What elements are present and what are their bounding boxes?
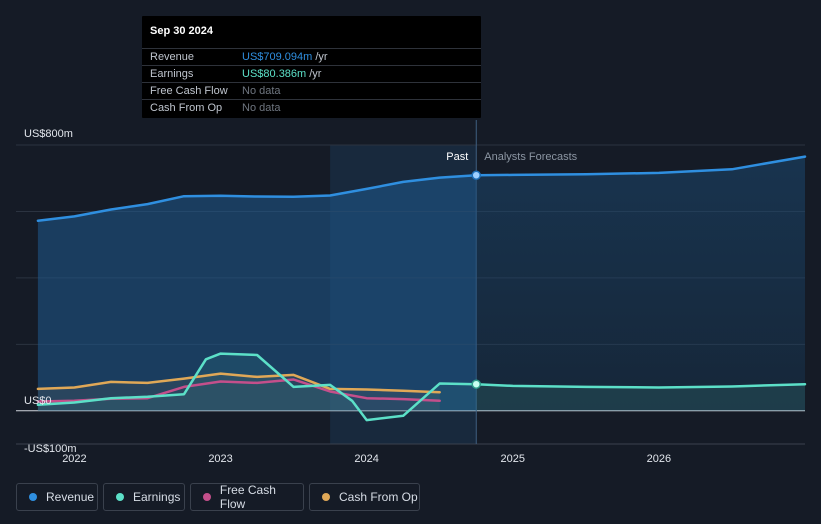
y-tick-label: US$0: [24, 395, 52, 407]
tooltip-date: Sep 30 2024: [150, 25, 213, 37]
x-tick-label: 2024: [354, 453, 378, 465]
forecast-label: Analysts Forecasts: [484, 151, 577, 163]
legend-dot-icon: [29, 493, 37, 501]
earnings-forecast-line: [475, 382, 807, 389]
y-tick-label: US$800m: [24, 128, 73, 140]
legend-dot-icon: [322, 493, 330, 501]
revenue-area: [37, 175, 477, 411]
revenue-forecast-area: [476, 156, 805, 411]
tooltip-row-revenue: Revenue US$709.094m/yr: [142, 48, 481, 66]
legend-dot-icon: [116, 493, 124, 501]
tooltip-label: Cash From Op: [150, 102, 223, 114]
legend-item-revenue[interactable]: Revenue: [16, 483, 98, 511]
tooltip: Sep 30 2024 Revenue US$709.094m/yr Earni…: [142, 16, 481, 118]
tooltip-value: US$80.386m: [242, 68, 307, 80]
tooltip-unit: /yr: [309, 68, 322, 80]
x-tick-label: 2022: [62, 453, 86, 465]
cash-from-op-line: [36, 372, 441, 394]
x-tick-label: 2023: [208, 453, 232, 465]
earnings-area: [37, 353, 477, 421]
past-label: Past: [446, 151, 468, 163]
tooltip-row-free-cash-flow: Free Cash Flow No data: [142, 82, 481, 100]
earnings-line: [36, 352, 478, 422]
tooltip-row-earnings: Earnings US$80.386m/yr: [142, 65, 481, 83]
revenue-marker: [471, 170, 481, 180]
legend-item-cash-from-op[interactable]: Cash From Op: [309, 483, 420, 511]
tooltip-label: Revenue: [150, 51, 195, 63]
tooltip-unit: /yr: [315, 51, 328, 63]
tooltip-value: No data: [242, 102, 281, 114]
x-tick-label: 2025: [501, 453, 525, 465]
legend-label: Revenue: [46, 490, 95, 504]
legend-item-earnings[interactable]: Earnings: [103, 483, 185, 511]
tooltip-row-cash-from-op: Cash From Op No data: [142, 99, 481, 117]
legend-label: Free Cash Flow: [219, 483, 276, 511]
revenue-line: [36, 173, 478, 222]
legend-dot-icon: [203, 493, 211, 501]
tooltip-value: No data: [242, 85, 281, 97]
x-tick-label: 2026: [647, 453, 671, 465]
tooltip-label: Earnings: [150, 68, 194, 80]
earnings-forecast-area: [476, 384, 805, 411]
tooltip-value: US$709.094m: [242, 51, 313, 63]
y-tick-label: -US$100m: [24, 443, 77, 455]
tooltip-label: Free Cash Flow: [150, 85, 228, 97]
revenue-forecast-line: [475, 155, 807, 177]
legend-item-free-cash-flow[interactable]: Free Cash Flow: [190, 483, 304, 511]
legend-label: Cash From Op: [339, 490, 418, 504]
earnings-marker: [471, 379, 481, 389]
legend-label: Earnings: [133, 490, 181, 504]
